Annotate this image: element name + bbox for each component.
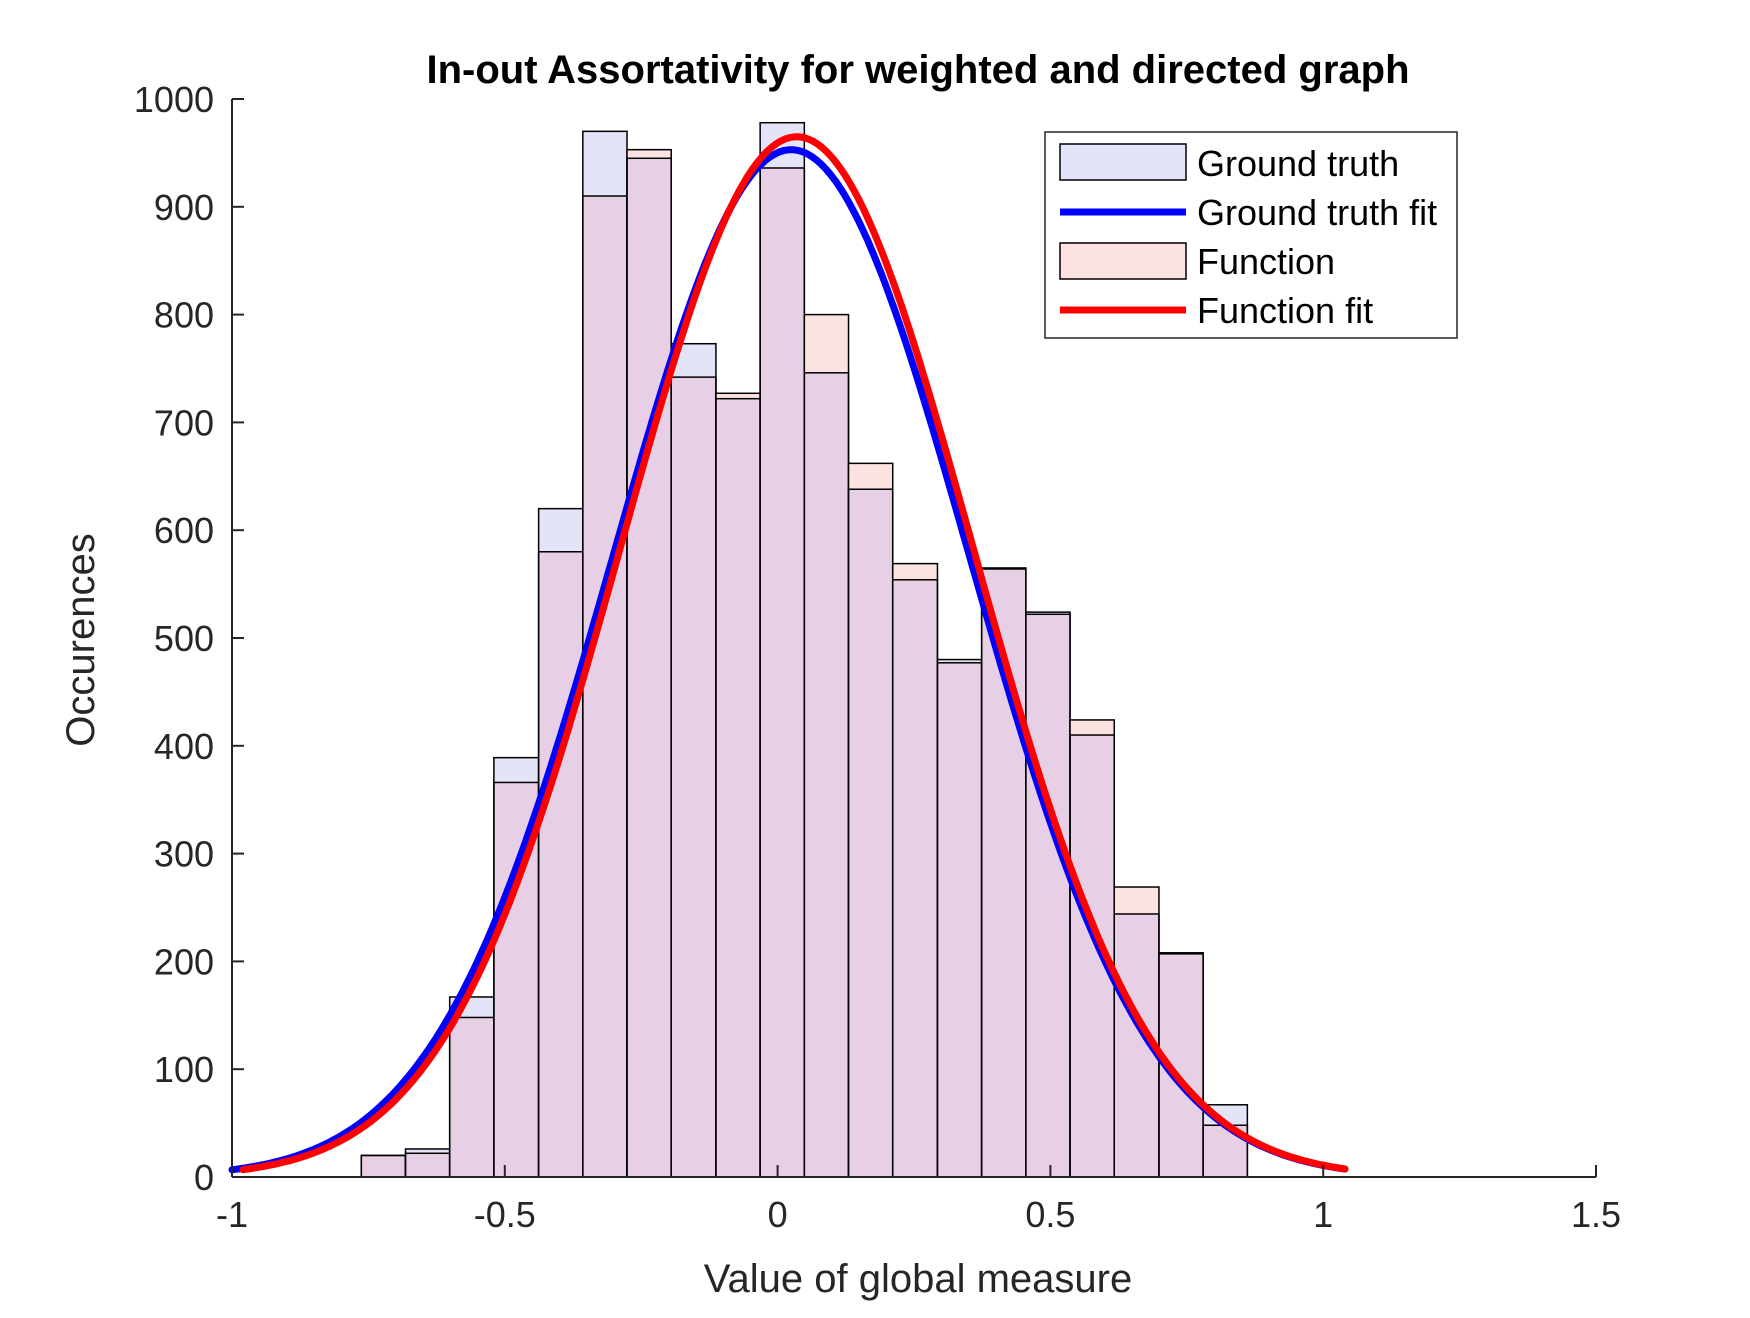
histogram-bar-overlap xyxy=(405,1153,450,1177)
legend-label-function: Function xyxy=(1197,241,1335,282)
histogram-bar-overlap xyxy=(361,1155,406,1177)
legend-label-ground-truth-fit: Ground truth fit xyxy=(1197,192,1437,233)
legend-swatch-function xyxy=(1059,242,1187,280)
legend-entry-ground-truth: Ground truth xyxy=(1059,143,1399,184)
histogram-bar-cap xyxy=(538,508,583,552)
legend: Ground truth Ground truth fit Function F… xyxy=(1044,131,1458,339)
y-tick-label: 700 xyxy=(154,402,214,443)
x-axis-label: Value of global measure xyxy=(704,1257,1132,1301)
fit-lines-layer xyxy=(228,133,1349,1174)
histogram-bar-overlap xyxy=(937,662,982,1177)
histogram-bar-overlap xyxy=(892,579,938,1177)
histogram-bar-cap xyxy=(582,131,628,197)
histogram-bar-overlap xyxy=(848,489,893,1178)
x-tick-label: 1.5 xyxy=(1571,1194,1621,1235)
histogram-bar-cap xyxy=(848,463,893,490)
histogram-bar-cap xyxy=(1070,719,1115,736)
legend-entry-function: Function xyxy=(1059,241,1335,282)
histogram-bar-cap xyxy=(892,563,938,580)
histogram-bar-cap xyxy=(1114,887,1159,914)
y-tick-label: 0 xyxy=(194,1157,214,1198)
histogram-bar-cap xyxy=(715,393,761,399)
histogram-bar-overlap xyxy=(804,372,849,1177)
histogram-bar-overlap xyxy=(760,167,805,1177)
x-tick-label: 0.5 xyxy=(1025,1194,1075,1235)
legend-label-ground-truth: Ground truth xyxy=(1197,143,1399,184)
x-tick-label: 0 xyxy=(768,1194,788,1235)
histogram-bar-overlap xyxy=(582,196,628,1177)
legend-swatch-ground-truth xyxy=(1059,143,1187,181)
x-tick-label: 1 xyxy=(1313,1194,1333,1235)
legend-entry-function-fit: Function fit xyxy=(1060,290,1373,331)
histogram-bar-cap xyxy=(937,659,982,663)
y-tick-label: 500 xyxy=(154,618,214,659)
histogram-bar-cap xyxy=(804,314,849,373)
histogram-bar-cap xyxy=(1025,612,1071,615)
legend-entry-ground-truth-fit: Ground truth fit xyxy=(1060,192,1437,233)
histogram-bar-overlap xyxy=(1025,614,1071,1177)
y-tick-label: 800 xyxy=(154,295,214,336)
x-tick-label: -0.5 xyxy=(474,1194,536,1235)
y-tick-label: 1000 xyxy=(134,79,214,120)
chart-title: In-out Assortativity for weighted and di… xyxy=(426,48,1409,92)
histogram-bar-cap xyxy=(405,1148,450,1154)
histogram-bar-cap xyxy=(627,149,672,159)
function-fit-line xyxy=(239,133,1349,1174)
x-ticks: -1 -0.5 0 0.5 1 1.5 xyxy=(216,1165,1621,1235)
y-tick-label: 900 xyxy=(154,187,214,228)
y-tick-label: 600 xyxy=(154,510,214,551)
histogram-bar-cap xyxy=(493,757,539,783)
y-ticks: 0 100 200 300 400 500 600 700 800 900 1000 xyxy=(134,79,244,1198)
y-tick-label: 100 xyxy=(154,1049,214,1090)
histogram-bar-overlap xyxy=(671,377,716,1177)
y-tick-label: 400 xyxy=(154,726,214,767)
y-tick-label: 200 xyxy=(154,941,214,982)
x-tick-label: -1 xyxy=(216,1194,248,1235)
histogram-bar-overlap xyxy=(538,551,583,1177)
legend-label-function-fit: Function fit xyxy=(1197,290,1373,331)
y-axis-label: Occurences xyxy=(59,533,103,746)
histogram-bar-overlap xyxy=(627,158,672,1178)
histogram-bar-overlap xyxy=(715,398,761,1178)
y-tick-label: 300 xyxy=(154,834,214,875)
histogram-bar-overlap xyxy=(449,1017,494,1177)
